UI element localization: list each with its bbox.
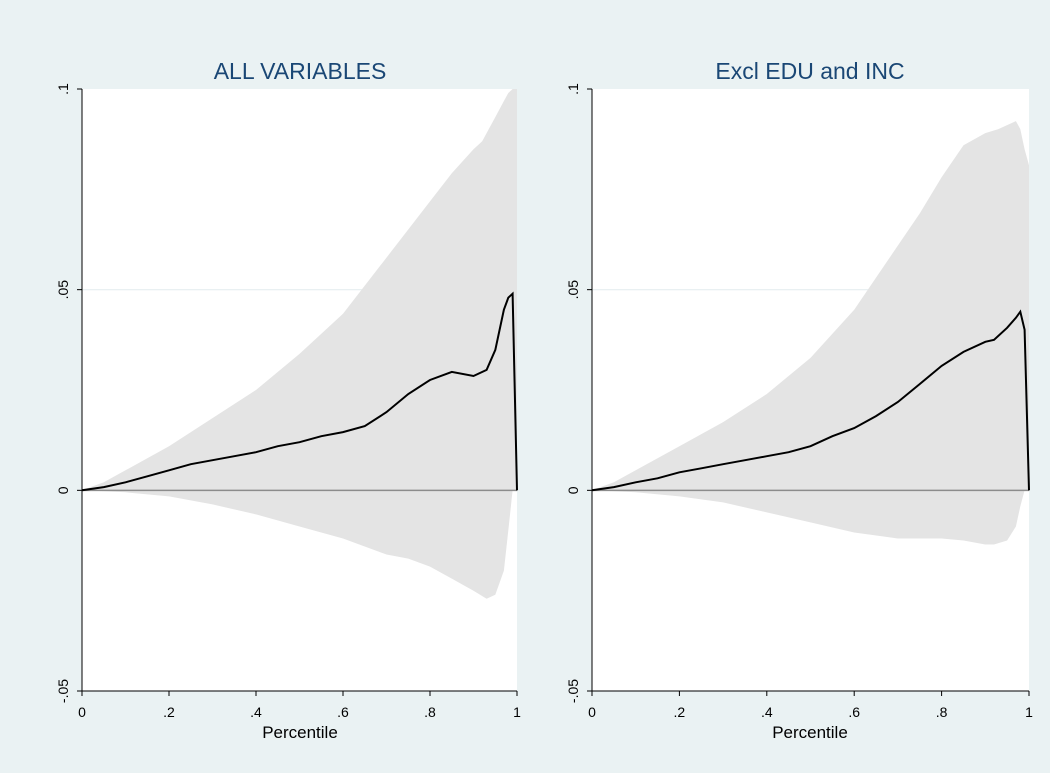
chart-marks: -.05 0 .05 .1 0 .2 .4 .6 .8 1 — [565, 83, 1033, 720]
y-tick-label: .05 — [55, 280, 71, 300]
x-tick-label: .8 — [424, 704, 436, 720]
confidence-band — [592, 121, 1029, 545]
x-tick-label: 1 — [1025, 704, 1033, 720]
chart-panel-excl-edu-and-inc: Excl EDU and INC Percentile -.05 0 .05 .1 0.… — [565, 58, 1033, 742]
chart-title: ALL VARIABLES — [214, 58, 387, 84]
chart-marks: -.05 0 .05 .1 0 .2 .4 .6 .8 1 — [55, 83, 521, 720]
x-tick-label: .4 — [250, 704, 262, 720]
x-tick-label: .2 — [674, 704, 686, 720]
x-tick-label: 0 — [588, 704, 596, 720]
y-tick-label: -.05 — [565, 679, 581, 703]
x-tick-label: .2 — [163, 704, 175, 720]
estimate-line — [591, 309, 1030, 492]
x-tick-label: .6 — [337, 704, 349, 720]
x-tick-label: .8 — [936, 704, 948, 720]
chart-title: Excl EDU and INC — [715, 58, 904, 84]
x-tick-label: .4 — [761, 704, 773, 720]
x-tick-label: 0 — [78, 704, 86, 720]
y-tick-label: .05 — [565, 280, 581, 300]
x-axis-label: Percentile — [262, 723, 338, 742]
y-tick-label: .1 — [565, 83, 581, 95]
y-tick-label: 0 — [565, 486, 581, 494]
y-tick-label: -.05 — [55, 679, 71, 703]
x-tick-label: .6 — [848, 704, 860, 720]
confidence-band — [82, 89, 517, 599]
chart-panel-all-variables: ALL VARIABLES Percentile -.05 0 .05 .1 0 .2 .4… — [55, 58, 521, 742]
y-tick-label: .1 — [55, 83, 71, 95]
y-tick-label: 0 — [55, 486, 71, 494]
estimate-line — [81, 291, 518, 492]
x-axis-label: Percentile — [772, 723, 848, 742]
x-tick-label: 1 — [513, 704, 521, 720]
